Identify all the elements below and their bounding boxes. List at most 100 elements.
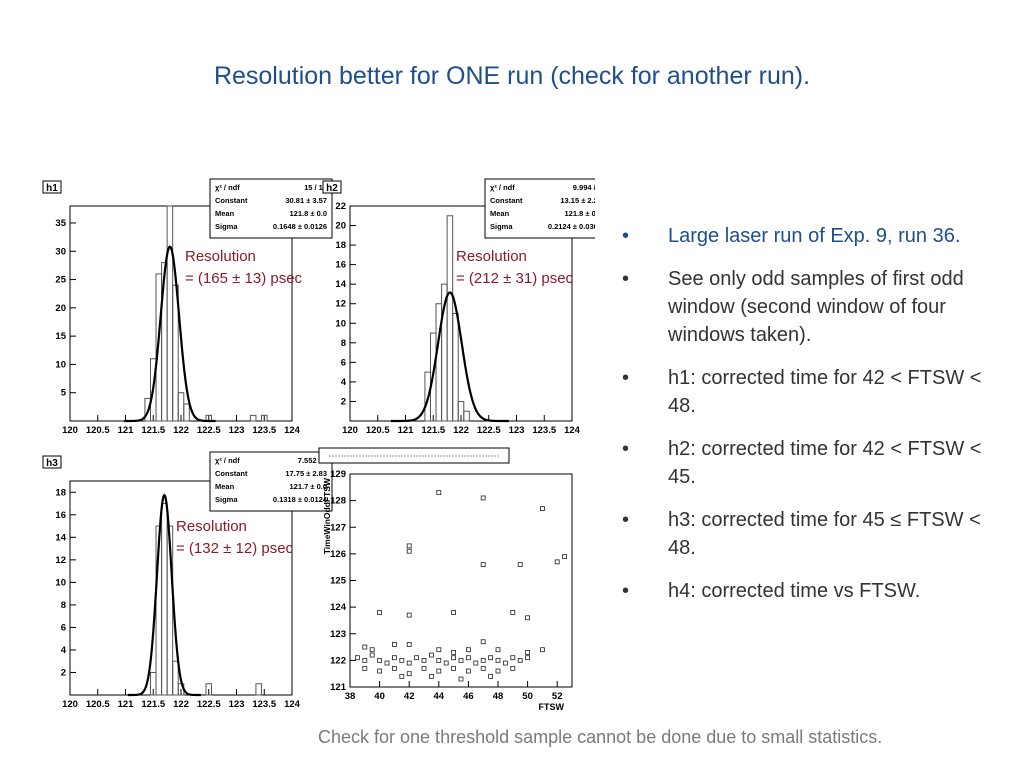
scatter-point <box>436 668 442 674</box>
resolution-annotation-value: = (212 ± 31) psec <box>456 270 574 287</box>
y-tick-label: 126 <box>330 549 346 560</box>
stats-box <box>484 178 595 239</box>
scatter-point <box>517 657 523 663</box>
scatter-point <box>480 665 486 671</box>
resolution-annotation-title: Resolution <box>185 248 256 265</box>
resolution-annotation-value: = (165 ± 13) psec <box>185 270 303 287</box>
scatter-point <box>406 641 412 647</box>
scatter-point <box>406 548 412 554</box>
scatter-point <box>480 562 486 567</box>
stats-box <box>209 178 333 239</box>
scatter-point <box>525 655 531 661</box>
y-tick-label: 2 <box>61 667 66 678</box>
bullet-dot: • <box>622 268 630 290</box>
y-tick-label: 30 <box>55 246 66 257</box>
stats-value: 13.15 ± 2.27 <box>560 196 595 205</box>
stats-label: Constant <box>215 196 248 205</box>
x-tick-label: 48 <box>493 691 504 702</box>
stats-label: Sigma <box>490 222 513 231</box>
scatter-point <box>369 652 375 658</box>
scatter-point <box>488 655 494 661</box>
bullet-text: See only odd samples of first odd window… <box>668 268 964 346</box>
scatter-point <box>392 641 397 647</box>
bullet-dot: • <box>622 225 630 247</box>
x-tick-label: 38 <box>345 691 356 702</box>
bullet-item: • h2: corrected time for 42 < FTSW < 45. <box>622 435 992 491</box>
stats-value: 17.75 ± 2.83 <box>285 469 327 478</box>
scatter-point <box>421 665 427 671</box>
stats-value: 0.1318 ± 0.0124 <box>273 495 328 504</box>
y-tick-label: 35 <box>55 218 66 229</box>
histogram-bar <box>260 414 268 422</box>
scatter-point <box>525 615 531 621</box>
y-axis-label: TimeWinOddFTSW <box>322 477 332 554</box>
histogram-bar <box>205 683 213 696</box>
slide-title: Resolution better for ONE run (check for… <box>213 62 811 90</box>
scatter-point <box>495 657 501 663</box>
histogram-bar <box>452 313 459 422</box>
stats-label: Constant <box>490 196 523 205</box>
scatter-point <box>436 657 442 663</box>
y-tick-label: 129 <box>330 469 346 480</box>
x-tick-label: 124 <box>284 425 301 436</box>
x-axis-label: FTSW <box>539 702 565 712</box>
x-tick-label: 122 <box>453 425 469 436</box>
x-tick-label: 42 <box>404 691 415 702</box>
plot-frame <box>349 473 573 688</box>
y-tick-label: 128 <box>330 496 346 507</box>
stats-value: 30.81 ± 3.57 <box>285 196 327 205</box>
histogram-name-box <box>42 455 62 469</box>
x-tick-label: 124 <box>564 425 581 436</box>
scatter-point <box>465 647 471 653</box>
plot-frame <box>349 205 573 422</box>
stats-label: χ² / ndf <box>490 183 515 192</box>
scatter-point <box>406 671 412 677</box>
scatter-point <box>436 490 442 496</box>
scatter-point <box>510 655 516 661</box>
x-tick-label: 52 <box>552 691 563 702</box>
y-tick-label: 16 <box>55 510 66 521</box>
x-tick-label: 122 <box>173 425 189 436</box>
y-tick-label: 14 <box>335 279 346 290</box>
histogram-bar <box>255 683 262 696</box>
stats-label: χ² / ndf <box>215 456 240 465</box>
histogram-bar <box>166 525 174 696</box>
stats-label: χ² / ndf <box>215 183 240 192</box>
stats-label: Mean <box>215 482 235 491</box>
scatter-point <box>562 554 568 559</box>
y-tick-label: 124 <box>330 602 347 613</box>
y-tick-label: 8 <box>341 338 346 349</box>
stats-label: Constant <box>215 469 248 478</box>
scatter-point <box>495 647 501 653</box>
scatter-point <box>525 649 531 655</box>
bullet-item: • Large laser run of Exp. 9, run 36. <box>622 222 992 250</box>
scatter-point <box>362 657 368 663</box>
scatter-point <box>392 665 397 671</box>
x-tick-label: 121 <box>398 425 415 436</box>
y-tick-label: 8 <box>61 600 66 611</box>
x-tick-label: 123.5 <box>252 425 276 436</box>
scatter-point <box>480 657 486 663</box>
scatter-point <box>495 668 501 674</box>
gaussian-fit-line <box>127 493 201 697</box>
x-tick-label: 123 <box>229 425 245 436</box>
x-tick-label: 122 <box>173 699 189 710</box>
histogram-bar <box>463 410 470 422</box>
scatter-point <box>429 652 434 658</box>
scatter-point <box>355 655 360 661</box>
scatter-point <box>436 647 442 653</box>
footer-note: Check for one threshold sample cannot be… <box>318 727 883 747</box>
stats-label: Mean <box>490 209 510 218</box>
y-tick-label: 15 <box>55 331 66 342</box>
stats-value: 7.552 / 9 <box>298 456 327 465</box>
x-tick-label: 120 <box>62 699 78 710</box>
y-tick-label: 18 <box>55 487 66 498</box>
scatter-point <box>480 639 486 645</box>
scatter-point <box>539 647 545 653</box>
y-tick-label: 16 <box>335 260 346 271</box>
scatter-point <box>377 610 382 615</box>
bullet-item: • h1: corrected time for 42 < FTSW < 48. <box>622 364 992 420</box>
scatter-point <box>510 610 516 615</box>
scatter-point <box>443 660 449 666</box>
y-tick-label: 4 <box>61 645 67 656</box>
